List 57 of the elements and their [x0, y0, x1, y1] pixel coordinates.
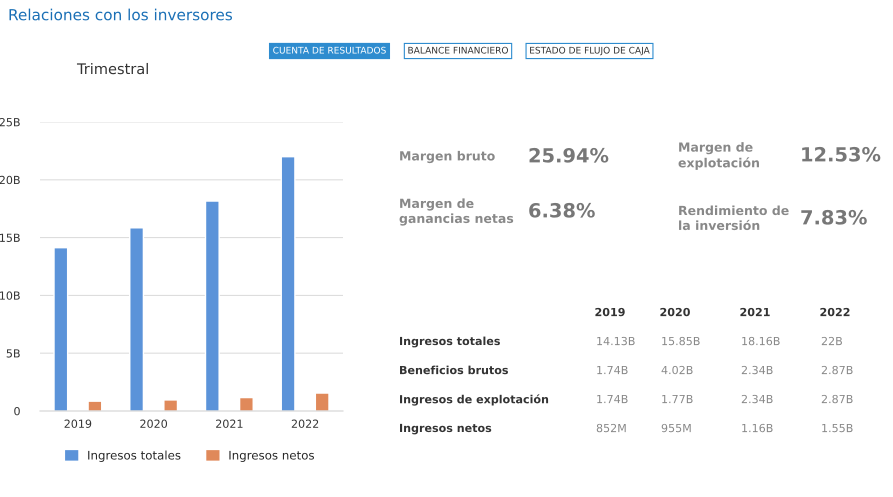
data-label: 1.77B	[662, 394, 693, 404]
category-label: 2022	[820, 308, 850, 316]
text: Ingresos de explotación	[400, 394, 548, 406]
chart-title: Relaciones con los inversores	[10, 8, 232, 20]
data-label: 1.74B	[597, 394, 628, 404]
text: Margen de explotación	[678, 142, 759, 170]
bar	[53, 246, 68, 411]
data-label: 2.34B	[742, 394, 773, 404]
text: Trimestral	[76, 62, 148, 74]
bar	[87, 400, 102, 411]
text: 7.83%	[801, 210, 867, 225]
x-tick-label: 2021	[216, 420, 242, 428]
text: Margen de ganancias netas	[400, 198, 514, 226]
y-tick-label: 25B	[0, 118, 20, 126]
text: Ingresos netos	[400, 424, 492, 434]
data-label: 2.87B	[822, 394, 853, 404]
legend-label: Ingresos totales	[88, 450, 180, 462]
data-label: 4.02B	[662, 366, 693, 374]
text: Margen bruto	[400, 150, 495, 164]
data-label: 1.55B	[822, 424, 853, 432]
data-label: 18.16B	[742, 336, 780, 346]
data-label: 2.34B	[742, 366, 773, 374]
y-tick-label: 0	[14, 406, 20, 416]
y-tick-label: 5B	[6, 349, 20, 358]
text: 25.94%	[530, 148, 608, 163]
data-label: 15.85B	[662, 336, 700, 346]
bar	[238, 396, 254, 411]
text: 6.38%	[529, 202, 595, 218]
x-tick-label: 2022	[292, 420, 318, 428]
text: Rendimiento de la inversión	[679, 205, 789, 230]
data-label: 2.87B	[822, 366, 853, 374]
data-label: 1.16B	[742, 424, 773, 432]
text: BALANCE FINANCIERO	[408, 46, 508, 54]
text: Ingresos totales	[400, 336, 500, 348]
data-label: 1.74B	[597, 366, 628, 374]
x-tick-label: 2019	[64, 420, 92, 428]
bar	[314, 392, 330, 411]
y-tick-label: 15B	[0, 234, 20, 242]
text: 12.53%	[802, 146, 880, 162]
text: CUENTA DE RESULTADOS	[273, 46, 386, 54]
bar	[204, 200, 220, 411]
data-label: 22B	[822, 336, 842, 346]
category-label: 2020	[660, 308, 690, 316]
data-label: 955M	[662, 424, 691, 432]
category-label: 2019	[595, 308, 625, 316]
y-tick-label: 10B	[0, 291, 20, 300]
text: Beneficios brutos	[400, 366, 508, 374]
category-label: 2021	[740, 308, 770, 316]
legend-label: Ingresos netos	[229, 450, 314, 462]
bar	[129, 227, 144, 411]
y-tick-label: 20B	[0, 176, 20, 184]
text: ESTADO DE FLUJO DE CAJA	[530, 46, 650, 56]
bar	[280, 156, 296, 411]
data-label: 852M	[596, 424, 626, 432]
data-label: 14.13B	[597, 336, 635, 346]
bar	[163, 399, 178, 411]
x-tick-label: 2020	[140, 420, 168, 428]
